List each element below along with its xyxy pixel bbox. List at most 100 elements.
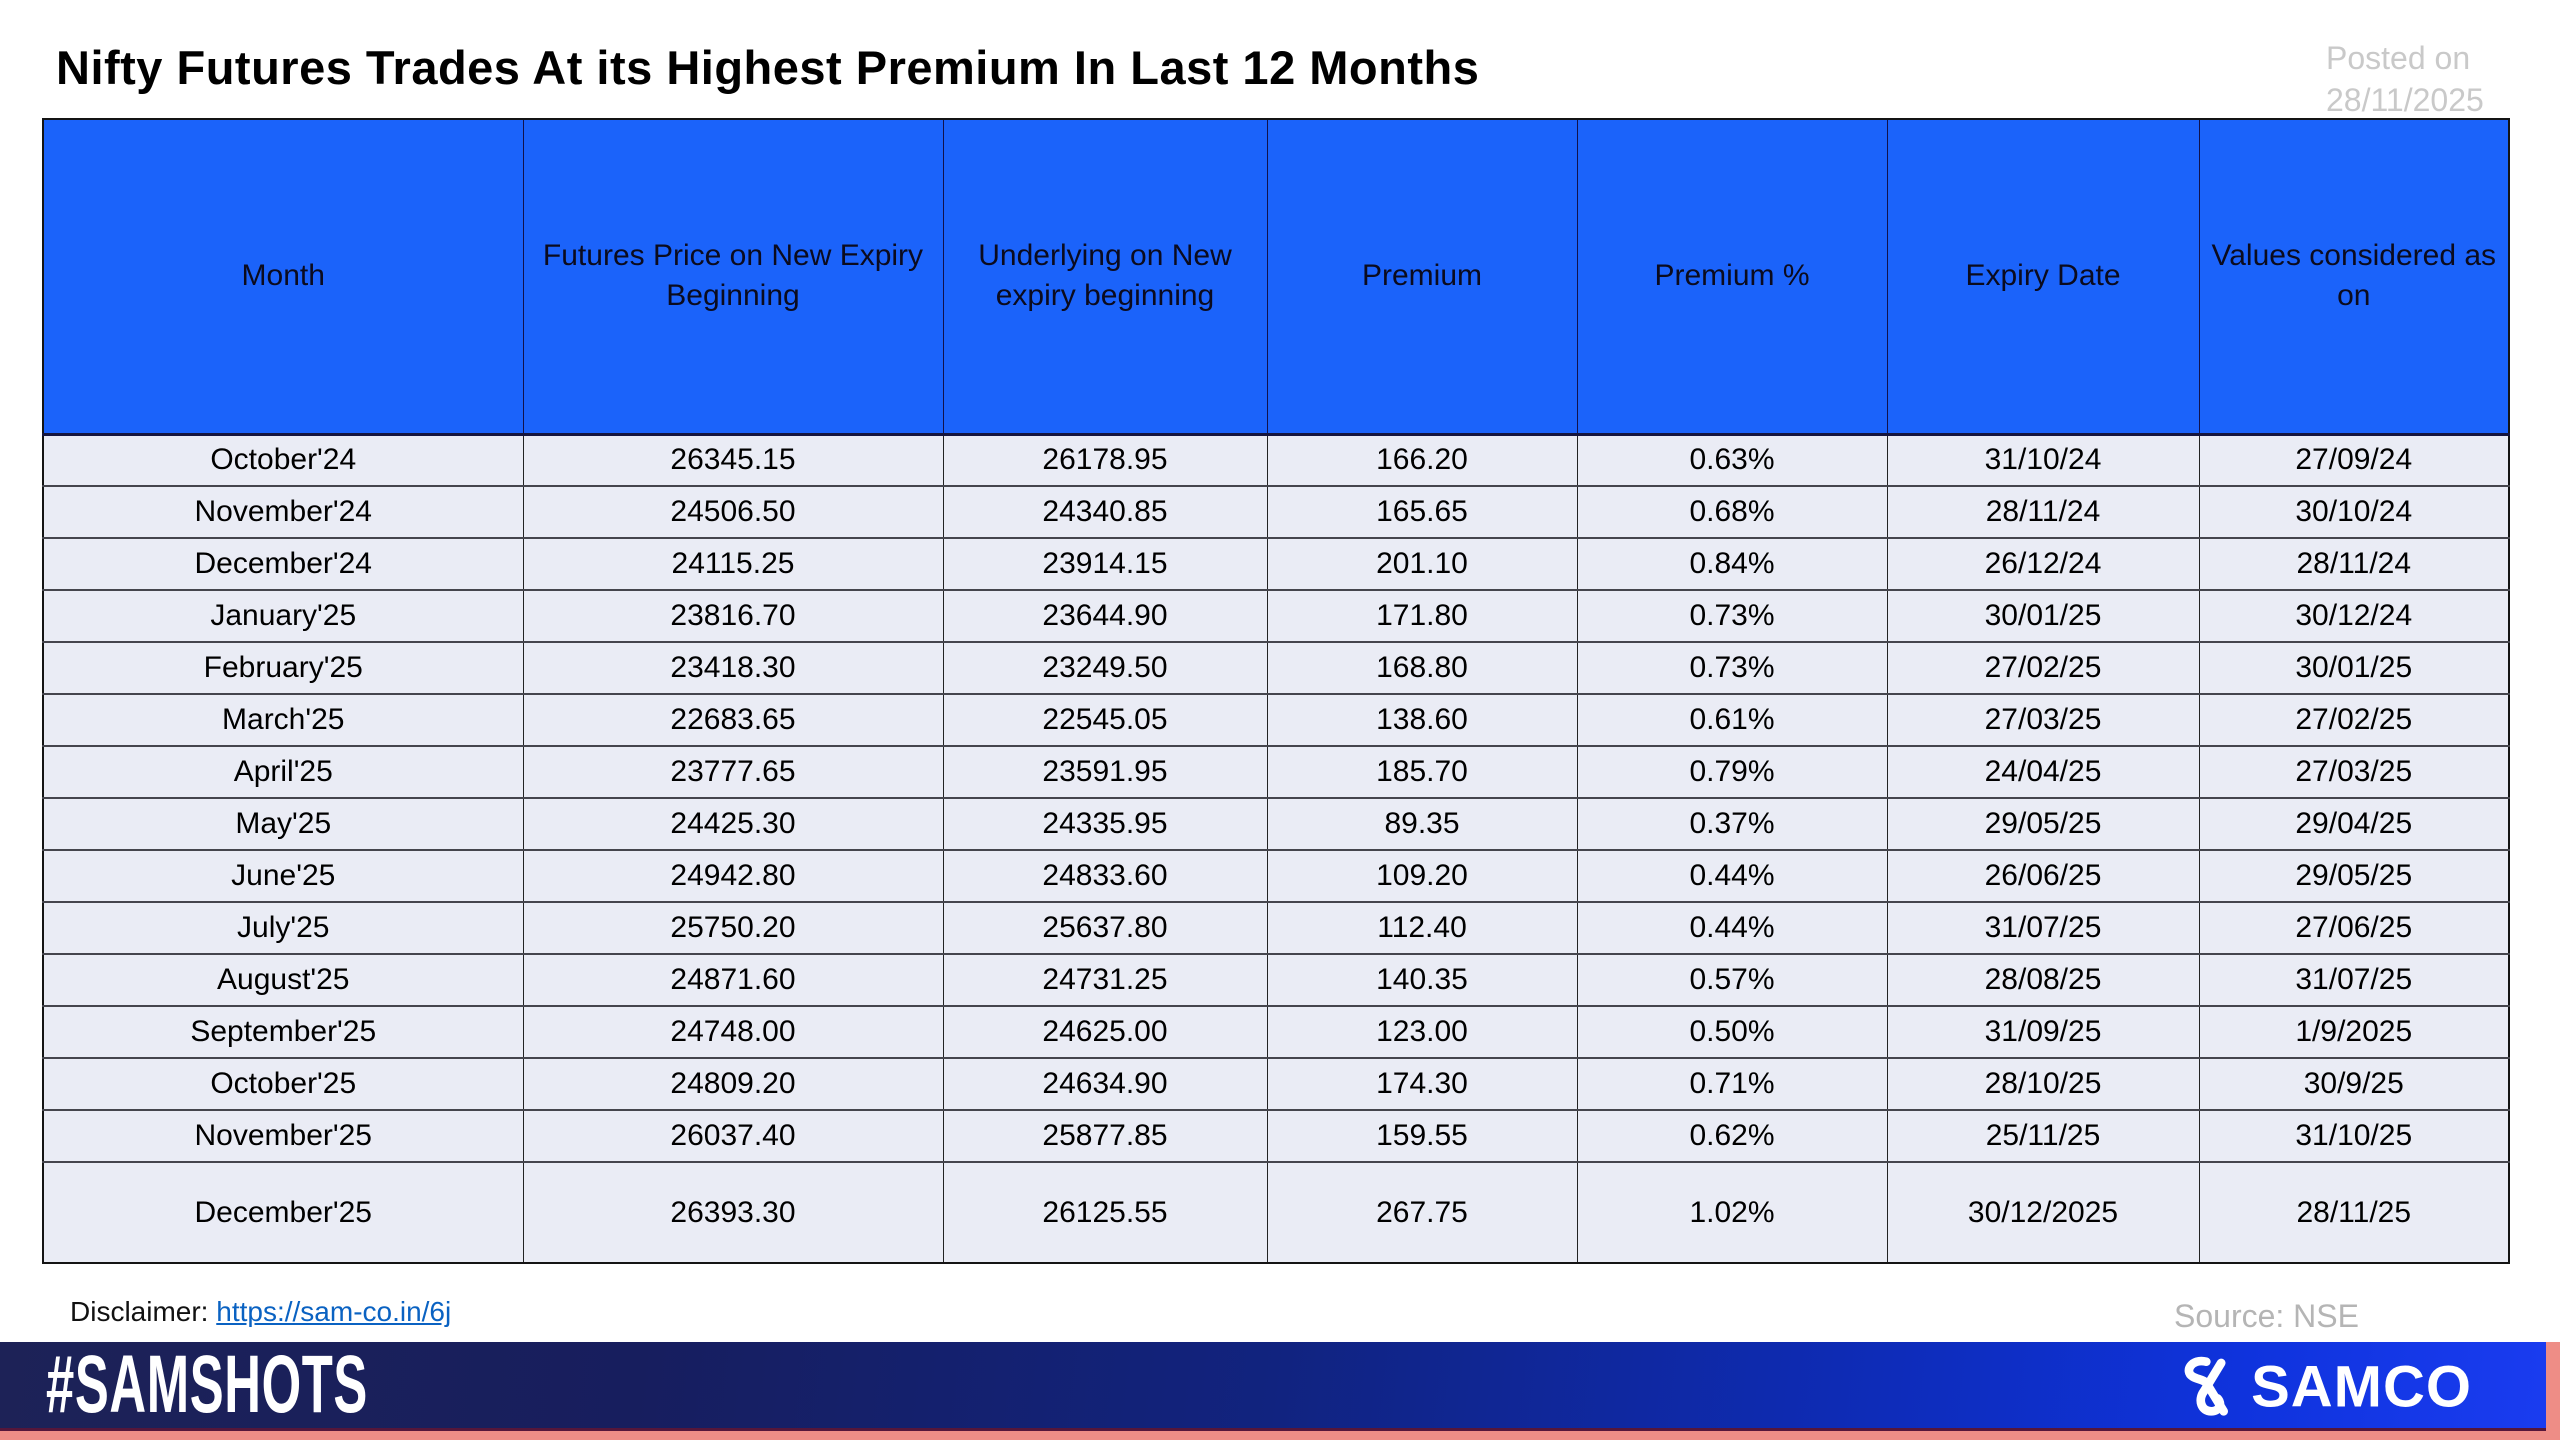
table-cell: 25/11/25 — [1886, 1109, 2200, 1162]
table-row: July'25 25750.20 25637.80 112.40 0.44% 31/07/… — [42, 901, 2510, 954]
table-cell: 24748.00 — [522, 1005, 944, 1058]
table-cell: 29/04/25 — [2198, 797, 2510, 850]
table-cell: 166.20 — [1266, 434, 1578, 486]
table-cell: 30/01/25 — [1886, 589, 2200, 642]
table-cell: 22545.05 — [942, 693, 1268, 746]
table-cell: 29/05/25 — [1886, 797, 2200, 850]
table-header-row: Month Futures Price on New Expiry Beginni… — [42, 119, 2510, 436]
table-cell: 23777.65 — [522, 745, 944, 798]
table-cell: 0.50% — [1576, 1005, 1888, 1058]
table-cell: 0.79% — [1576, 745, 1888, 798]
table-cell: 27/03/25 — [2198, 745, 2510, 798]
table-cell: June'25 — [42, 849, 524, 902]
table-cell: 26393.30 — [522, 1161, 944, 1263]
table-cell: 24942.80 — [522, 849, 944, 902]
table-cell: 0.44% — [1576, 901, 1888, 954]
table-cell: 24506.50 — [522, 485, 944, 538]
table-cell: 26178.95 — [942, 434, 1268, 486]
table-cell: 0.68% — [1576, 485, 1888, 538]
table-cell: 26345.15 — [522, 434, 944, 486]
table-cell: 28/11/24 — [2198, 537, 2510, 590]
table-cell: December'25 — [42, 1161, 524, 1263]
table-row: May'25 24425.30 24335.95 89.35 0.37% 29/05/25… — [42, 797, 2510, 850]
table-cell: 0.73% — [1576, 641, 1888, 694]
table-cell: 25750.20 — [522, 901, 944, 954]
table-row: December'24 24115.25 23914.15 201.10 0.84% 26… — [42, 537, 2510, 590]
table-cell: August'25 — [42, 953, 524, 1006]
table-row: January'25 23816.70 23644.90 171.80 0.73% 30/… — [42, 589, 2510, 642]
table-cell: 31/10/24 — [1886, 434, 2200, 486]
samco-wordmark: SAMCO — [2251, 1354, 2472, 1419]
table-cell: 30/01/25 — [2198, 641, 2510, 694]
table-body: October'24 26345.15 26178.95 166.20 0.63% 31/… — [42, 434, 2510, 1263]
table-cell: October'24 — [42, 434, 524, 486]
table-row: June'25 24942.80 24833.60 109.20 0.44% 26/06/… — [42, 849, 2510, 902]
table-cell: 28/08/25 — [1886, 953, 2200, 1006]
posted-on-date: 28/11/2025 — [2326, 81, 2484, 118]
table-cell: 26037.40 — [522, 1109, 944, 1162]
table-cell: 29/05/25 — [2198, 849, 2510, 902]
column-header: Underlying on New expiry beginning — [942, 119, 1268, 436]
table-cell: 24625.00 — [942, 1005, 1268, 1058]
table-cell: 28/11/25 — [2198, 1161, 2510, 1263]
table-cell: 30/10/24 — [2198, 485, 2510, 538]
table-cell: 0.84% — [1576, 537, 1888, 590]
table-cell: 27/02/25 — [1886, 641, 2200, 694]
table-cell: 30/12/24 — [2198, 589, 2510, 642]
table-cell: 201.10 — [1266, 537, 1578, 590]
table-cell: 0.61% — [1576, 693, 1888, 746]
table-cell: 23816.70 — [522, 589, 944, 642]
source-label: Source: NSE — [2174, 1298, 2359, 1334]
table-cell: 112.40 — [1266, 901, 1578, 954]
table-cell: November'25 — [42, 1109, 524, 1162]
table-cell: 26/06/25 — [1886, 849, 2200, 902]
table-cell: 168.80 — [1266, 641, 1578, 694]
table-cell: 26/12/24 — [1886, 537, 2200, 590]
table-cell: 23591.95 — [942, 745, 1268, 798]
table-cell: May'25 — [42, 797, 524, 850]
table-cell: 26125.55 — [942, 1161, 1268, 1263]
table-cell: 28/11/24 — [1886, 485, 2200, 538]
table-row: December'25 26393.30 26125.55 267.75 1.02% 30… — [42, 1161, 2510, 1263]
table-row: September'25 24748.00 24625.00 123.00 0.50% 3… — [42, 1005, 2510, 1058]
table-cell: 24634.90 — [942, 1057, 1268, 1110]
table-cell: 138.60 — [1266, 693, 1578, 746]
table-cell: January'25 — [42, 589, 524, 642]
table-cell: 23644.90 — [942, 589, 1268, 642]
table-cell: 24731.25 — [942, 953, 1268, 1006]
column-header: Expiry Date — [1886, 119, 2200, 436]
table-cell: February'25 — [42, 641, 524, 694]
table-cell: 24335.95 — [942, 797, 1268, 850]
table-cell: 171.80 — [1266, 589, 1578, 642]
table-cell: 24833.60 — [942, 849, 1268, 902]
table-cell: July'25 — [42, 901, 524, 954]
table-cell: 159.55 — [1266, 1109, 1578, 1162]
table-cell: 23914.15 — [942, 537, 1268, 590]
table-cell: November'24 — [42, 485, 524, 538]
column-header: Futures Price on New Expiry Beginning — [522, 119, 944, 436]
table-cell: 25637.80 — [942, 901, 1268, 954]
table-cell: 24115.25 — [522, 537, 944, 590]
table-cell: 0.37% — [1576, 797, 1888, 850]
column-header: Values considered as on — [2198, 119, 2510, 436]
table-cell: December'24 — [42, 537, 524, 590]
table-cell: 24340.85 — [942, 485, 1268, 538]
table-row: November'24 24506.50 24340.85 165.65 0.68% 28… — [42, 485, 2510, 538]
disclaimer-link[interactable]: https://sam-co.in/6j — [216, 1296, 452, 1327]
table-cell: 267.75 — [1266, 1161, 1578, 1263]
table-cell: 30/9/25 — [2198, 1057, 2510, 1110]
table-row: August'25 24871.60 24731.25 140.35 0.57% 28/0… — [42, 953, 2510, 1006]
table-cell: 0.63% — [1576, 434, 1888, 486]
table-cell: 31/07/25 — [2198, 953, 2510, 1006]
table-cell: 89.35 — [1266, 797, 1578, 850]
table-cell: 174.30 — [1266, 1057, 1578, 1110]
column-header: Premium % — [1576, 119, 1888, 436]
samco-logo: SAMCO — [2179, 1353, 2472, 1420]
table-row: October'25 24809.20 24634.90 174.30 0.71% 28/… — [42, 1057, 2510, 1110]
table-cell: 0.71% — [1576, 1057, 1888, 1110]
table-cell: 0.73% — [1576, 589, 1888, 642]
table-cell: October'25 — [42, 1057, 524, 1110]
table-cell: September'25 — [42, 1005, 524, 1058]
table-cell: 31/09/25 — [1886, 1005, 2200, 1058]
